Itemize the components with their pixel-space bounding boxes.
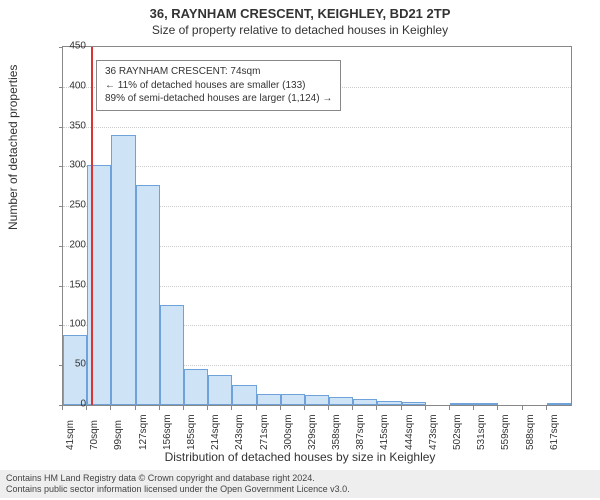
legend-box: 36 RAYNHAM CRESCENT: 74sqm ← 11% of deta… bbox=[96, 60, 341, 111]
y-tick-label: 50 bbox=[46, 359, 86, 370]
y-tick-label: 350 bbox=[46, 120, 86, 131]
x-tick-label: 387sqm bbox=[355, 414, 366, 450]
y-tick-label: 250 bbox=[46, 200, 86, 211]
histogram-bar bbox=[184, 369, 208, 405]
x-tick-mark bbox=[497, 406, 498, 410]
histogram-bar bbox=[474, 403, 498, 405]
histogram-bar bbox=[402, 402, 426, 405]
gridline bbox=[63, 127, 571, 128]
page-title: 36, RAYNHAM CRESCENT, KEIGHLEY, BD21 2TP bbox=[0, 0, 600, 21]
x-tick-mark bbox=[110, 406, 111, 410]
y-axis-label: Number of detached properties bbox=[6, 65, 20, 230]
gridline bbox=[63, 166, 571, 167]
x-tick-label: 617sqm bbox=[549, 414, 560, 450]
histogram-bar bbox=[63, 335, 87, 405]
x-tick-mark bbox=[352, 406, 353, 410]
histogram-bar bbox=[281, 394, 305, 405]
x-tick-mark bbox=[376, 406, 377, 410]
histogram-bar bbox=[136, 185, 160, 405]
histogram-bar bbox=[257, 394, 281, 405]
y-tick-label: 100 bbox=[46, 319, 86, 330]
y-tick-label: 0 bbox=[46, 399, 86, 410]
x-tick-mark bbox=[546, 406, 547, 410]
x-tick-label: 214sqm bbox=[210, 414, 221, 450]
x-tick-mark bbox=[328, 406, 329, 410]
x-tick-label: 329sqm bbox=[307, 414, 318, 450]
x-tick-mark bbox=[401, 406, 402, 410]
chart-container: 36, RAYNHAM CRESCENT, KEIGHLEY, BD21 2TP… bbox=[0, 0, 600, 500]
histogram-bar bbox=[305, 395, 329, 405]
y-tick-label: 200 bbox=[46, 239, 86, 250]
x-tick-mark bbox=[256, 406, 257, 410]
plot-area: 36 RAYNHAM CRESCENT: 74sqm ← 11% of deta… bbox=[62, 46, 572, 406]
x-axis-label: Distribution of detached houses by size … bbox=[0, 450, 600, 464]
x-tick-label: 502sqm bbox=[452, 414, 463, 450]
x-tick-label: 473sqm bbox=[428, 414, 439, 450]
legend-line-1: 36 RAYNHAM CRESCENT: 74sqm bbox=[105, 65, 332, 79]
histogram-bar bbox=[232, 385, 256, 405]
x-tick-label: 559sqm bbox=[500, 414, 511, 450]
x-tick-label: 41sqm bbox=[65, 420, 76, 450]
x-tick-mark bbox=[280, 406, 281, 410]
x-tick-label: 70sqm bbox=[89, 420, 100, 450]
legend-line-2: ← 11% of detached houses are smaller (13… bbox=[105, 79, 332, 93]
footer: Contains HM Land Registry data © Crown c… bbox=[0, 470, 600, 499]
property-marker-line bbox=[91, 47, 93, 405]
x-tick-mark bbox=[449, 406, 450, 410]
x-tick-label: 271sqm bbox=[259, 414, 270, 450]
footer-line-1: Contains HM Land Registry data © Crown c… bbox=[6, 473, 594, 484]
y-tick-label: 450 bbox=[46, 41, 86, 52]
x-tick-label: 185sqm bbox=[186, 414, 197, 450]
footer-line-2: Contains public sector information licen… bbox=[6, 484, 594, 495]
x-tick-label: 127sqm bbox=[138, 414, 149, 450]
x-tick-mark bbox=[425, 406, 426, 410]
x-tick-label: 415sqm bbox=[379, 414, 390, 450]
x-tick-mark bbox=[207, 406, 208, 410]
histogram-bar bbox=[353, 399, 377, 405]
histogram-bar bbox=[208, 375, 232, 405]
x-tick-label: 156sqm bbox=[162, 414, 173, 450]
x-tick-label: 300sqm bbox=[283, 414, 294, 450]
x-tick-label: 531sqm bbox=[476, 414, 487, 450]
y-tick-label: 400 bbox=[46, 80, 86, 91]
x-tick-mark bbox=[86, 406, 87, 410]
x-tick-mark bbox=[159, 406, 160, 410]
y-tick-label: 150 bbox=[46, 279, 86, 290]
histogram-bar bbox=[450, 403, 474, 405]
histogram-bar bbox=[547, 403, 571, 405]
x-tick-mark bbox=[231, 406, 232, 410]
x-tick-label: 358sqm bbox=[331, 414, 342, 450]
x-tick-mark bbox=[183, 406, 184, 410]
x-tick-mark bbox=[304, 406, 305, 410]
x-tick-label: 243sqm bbox=[234, 414, 245, 450]
y-tick-label: 300 bbox=[46, 160, 86, 171]
x-tick-mark bbox=[522, 406, 523, 410]
histogram-bar bbox=[377, 401, 401, 405]
x-tick-label: 588sqm bbox=[525, 414, 536, 450]
x-tick-label: 99sqm bbox=[113, 420, 124, 450]
legend-line-3: 89% of semi-detached houses are larger (… bbox=[105, 92, 332, 106]
x-tick-label: 444sqm bbox=[404, 414, 415, 450]
histogram-bar bbox=[111, 135, 135, 405]
histogram-bar bbox=[160, 305, 184, 405]
page-subtitle: Size of property relative to detached ho… bbox=[0, 21, 600, 41]
x-tick-mark bbox=[135, 406, 136, 410]
histogram-bar bbox=[329, 397, 353, 405]
x-tick-mark bbox=[473, 406, 474, 410]
